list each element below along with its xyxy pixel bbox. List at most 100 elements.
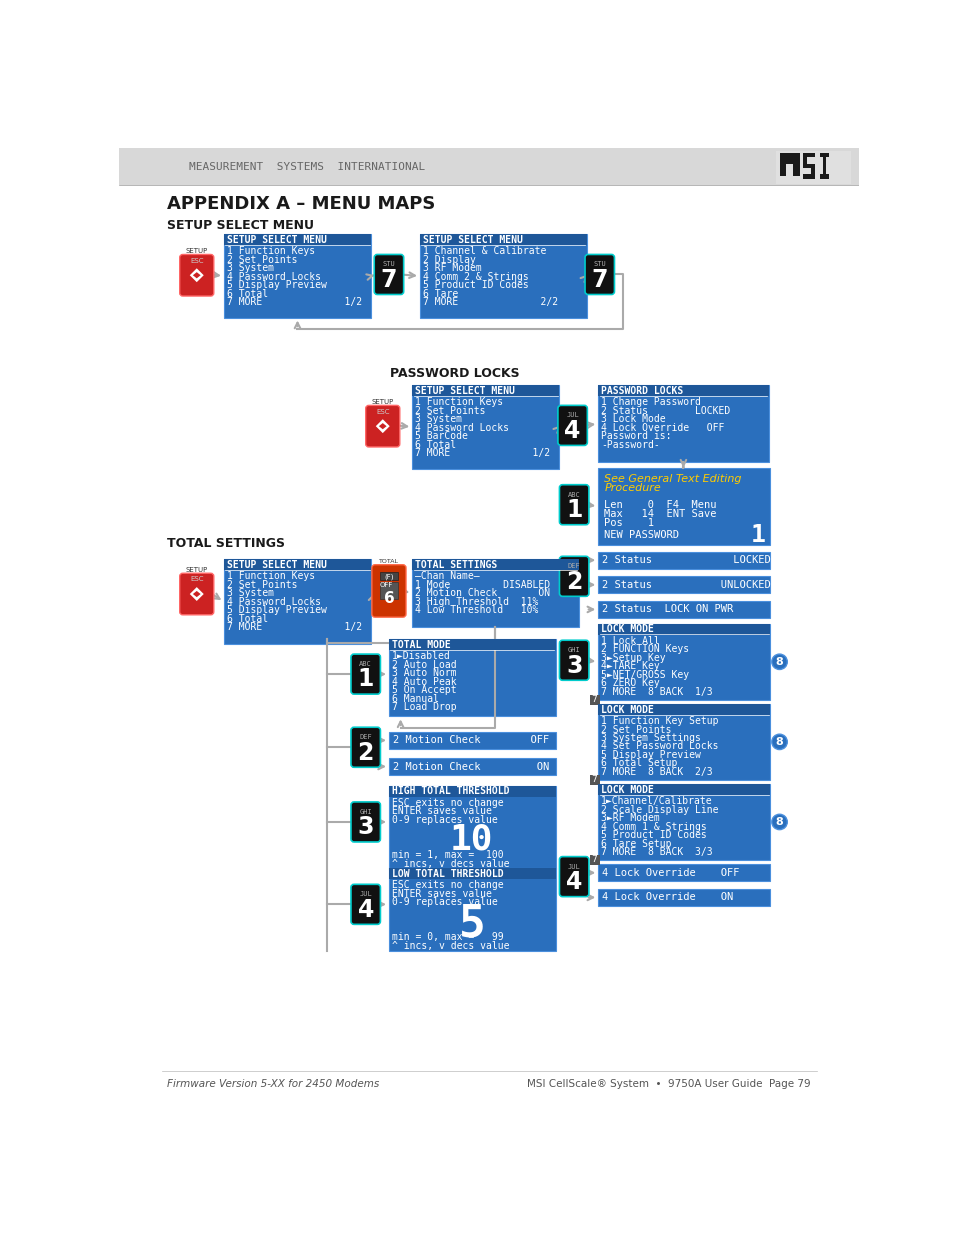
Bar — [224, 235, 371, 246]
Text: 6 Manual: 6 Manual — [392, 694, 438, 704]
Text: ESC exits no change: ESC exits no change — [392, 881, 503, 890]
Text: 1►Disabled: 1►Disabled — [392, 651, 451, 662]
Text: ESC exits no change: ESC exits no change — [392, 798, 503, 808]
Text: 4: 4 — [565, 869, 581, 894]
Text: 2 FUNCTION Keys: 2 FUNCTION Keys — [600, 645, 689, 655]
Bar — [598, 784, 769, 795]
Text: 4►TARE Key: 4►TARE Key — [600, 662, 659, 672]
FancyBboxPatch shape — [351, 655, 380, 694]
Text: 5 BarCode: 5 BarCode — [415, 431, 468, 441]
Text: 3 System: 3 System — [227, 588, 274, 598]
Text: 6 Total: 6 Total — [415, 440, 456, 450]
Bar — [412, 385, 558, 396]
Text: JUL: JUL — [566, 412, 578, 419]
Bar — [598, 784, 769, 860]
Text: 5 On Accept: 5 On Accept — [392, 685, 456, 695]
Text: –Chan Name–: –Chan Name– — [415, 572, 479, 582]
Bar — [789, 153, 793, 164]
Text: 7 MORE  8 BACK  3/3: 7 MORE 8 BACK 3/3 — [600, 847, 712, 857]
Bar — [224, 235, 371, 317]
Text: ABC: ABC — [567, 492, 580, 498]
Bar — [802, 153, 806, 163]
FancyBboxPatch shape — [372, 564, 406, 618]
Text: PASSWORD LOCKS: PASSWORD LOCKS — [390, 367, 519, 379]
Text: HIGH TOTAL THRESHOLD: HIGH TOTAL THRESHOLD — [392, 787, 509, 797]
Text: ENTER saves value: ENTER saves value — [392, 888, 492, 899]
Bar — [785, 153, 789, 164]
Text: 4: 4 — [357, 898, 374, 921]
Text: SETUP SELECT MENU: SETUP SELECT MENU — [167, 219, 314, 232]
Bar — [389, 640, 555, 716]
Text: 0-9 replaces value: 0-9 replaces value — [392, 897, 497, 906]
Text: TOTAL: TOTAL — [378, 559, 398, 564]
Text: TOTAL MODE: TOTAL MODE — [392, 640, 451, 650]
Text: 3►RF Modem: 3►RF Modem — [600, 813, 659, 823]
Text: STU: STU — [593, 262, 605, 268]
Text: 1 Mode         DISABLED: 1 Mode DISABLED — [415, 579, 550, 590]
Bar — [598, 889, 769, 906]
Text: 1 Function Key Setup: 1 Function Key Setup — [600, 716, 718, 726]
Text: 7 MORE              1/2: 7 MORE 1/2 — [227, 622, 362, 632]
Text: SETUP: SETUP — [186, 248, 208, 254]
Text: SETUP SELECT MENU: SETUP SELECT MENU — [415, 385, 515, 395]
Text: 2 Status        LOCKED: 2 Status LOCKED — [600, 406, 730, 416]
Polygon shape — [190, 587, 204, 601]
Bar — [389, 868, 555, 879]
Text: ESC: ESC — [375, 409, 389, 415]
Text: 2 Status             LOCKED: 2 Status LOCKED — [601, 556, 770, 566]
Bar — [793, 153, 799, 175]
Bar — [379, 582, 397, 599]
Text: 3 System: 3 System — [227, 263, 274, 273]
Text: 3►Setup Key: 3►Setup Key — [600, 653, 665, 663]
Text: 6: 6 — [383, 592, 394, 606]
Text: 3 System Settings: 3 System Settings — [600, 734, 700, 743]
Bar — [810, 163, 815, 174]
Text: TOTAL SETTINGS: TOTAL SETTINGS — [167, 537, 285, 551]
Text: 4 Comm 2 & Strings: 4 Comm 2 & Strings — [422, 272, 528, 282]
Text: LOCK MODE: LOCK MODE — [600, 704, 654, 715]
Text: 3 Auto Norm: 3 Auto Norm — [392, 668, 456, 678]
Text: LOW TOTAL THRESHOLD: LOW TOTAL THRESHOLD — [392, 868, 503, 878]
Bar — [589, 695, 599, 705]
FancyBboxPatch shape — [179, 254, 213, 296]
Text: 1►Channel/Calibrate: 1►Channel/Calibrate — [600, 797, 712, 806]
Circle shape — [771, 814, 786, 830]
Text: GHI: GHI — [567, 647, 580, 653]
Text: 2 Set Points: 2 Set Points — [227, 254, 297, 264]
Bar — [598, 577, 769, 593]
Text: 7 MORE              1/2: 7 MORE 1/2 — [415, 448, 550, 458]
Circle shape — [771, 734, 786, 750]
Text: 2 Set Points: 2 Set Points — [600, 725, 671, 735]
FancyBboxPatch shape — [558, 640, 588, 680]
Bar — [589, 855, 599, 864]
Text: 3: 3 — [565, 653, 582, 678]
Bar — [802, 163, 815, 168]
Polygon shape — [378, 424, 386, 430]
Text: SETUP: SETUP — [186, 567, 208, 573]
Text: 1: 1 — [750, 522, 765, 547]
Text: Firmware Version 5-XX for 2450 Modems: Firmware Version 5-XX for 2450 Modems — [167, 1078, 379, 1089]
Bar — [598, 468, 769, 545]
Text: 2: 2 — [565, 569, 581, 594]
Text: ABC: ABC — [359, 661, 372, 667]
Text: GHI: GHI — [359, 809, 372, 815]
Text: See General Text Editing: See General Text Editing — [604, 473, 741, 484]
Bar — [776, 151, 850, 184]
Bar — [389, 785, 555, 869]
Text: 7 MORE              2/2: 7 MORE 2/2 — [422, 298, 558, 308]
Text: ESC: ESC — [190, 258, 203, 263]
Text: 1 Function Keys: 1 Function Keys — [227, 572, 314, 582]
Text: 2 Scale Display Line: 2 Scale Display Line — [600, 805, 718, 815]
Text: 5 Display Preview: 5 Display Preview — [227, 280, 327, 290]
Text: 7: 7 — [380, 268, 396, 291]
Text: 4 Set Password Locks: 4 Set Password Locks — [600, 741, 718, 751]
Bar — [412, 559, 578, 627]
Text: DEF: DEF — [567, 563, 580, 569]
Text: 2 Auto Load: 2 Auto Load — [392, 659, 456, 669]
Bar — [598, 624, 769, 699]
Text: MSI CellScale® System  •  9750A User Guide  Page 79: MSI CellScale® System • 9750A User Guide… — [526, 1078, 810, 1089]
Text: 1: 1 — [357, 667, 374, 692]
Text: SETUP SELECT MENU: SETUP SELECT MENU — [227, 235, 327, 245]
Bar — [379, 573, 397, 580]
FancyBboxPatch shape — [558, 857, 588, 897]
